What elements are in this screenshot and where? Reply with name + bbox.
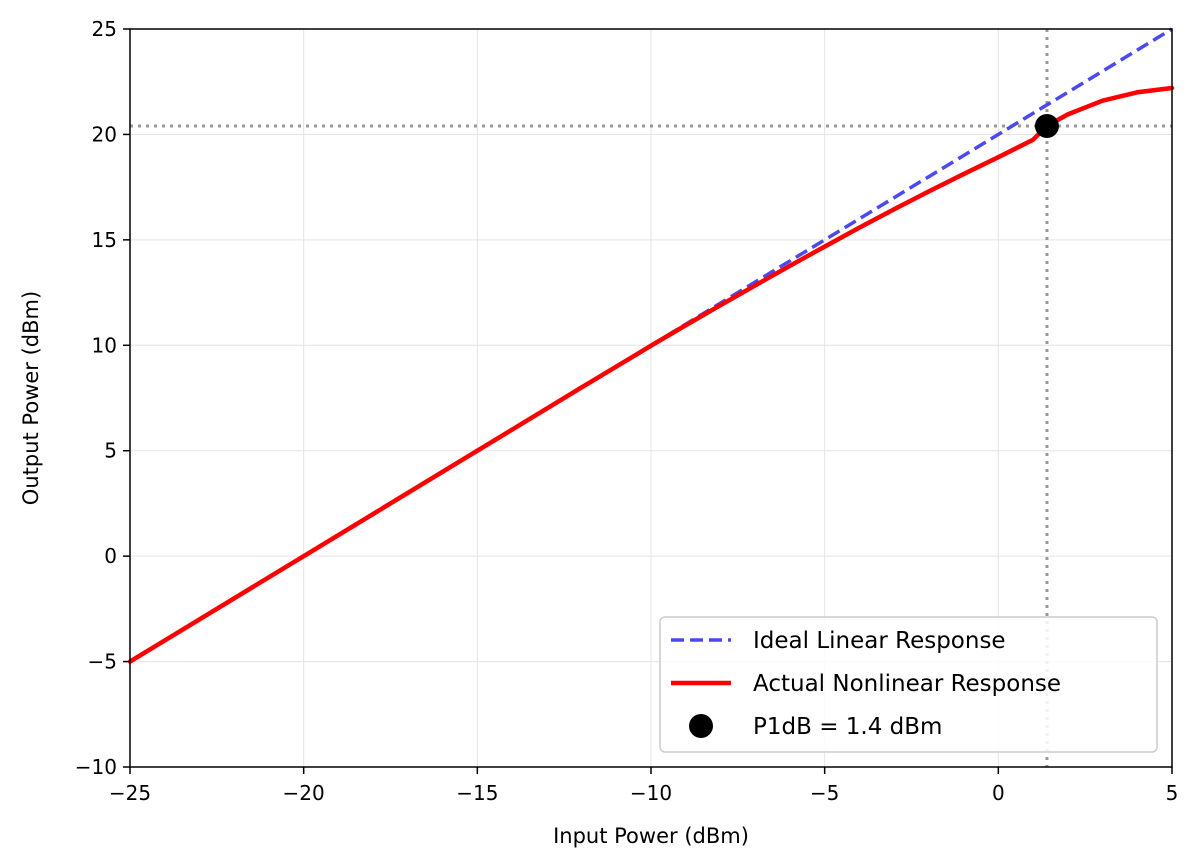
- actual-nonlinear-line: [127, 85, 1175, 664]
- x-tick-label: 0: [992, 781, 1005, 805]
- legend: Ideal Linear Response Actual Nonlinear Re…: [659, 616, 1158, 753]
- legend-actual-label: Actual Nonlinear Response: [753, 671, 1061, 697]
- p1db-marker: [1034, 113, 1059, 138]
- series-group: [127, 27, 1175, 664]
- y-tick-label: 20: [92, 122, 117, 146]
- y-tick-label: 15: [92, 228, 117, 252]
- x-axis-label: Input Power (dBm): [553, 824, 749, 848]
- y-tick-label: 0: [104, 544, 117, 568]
- x-tick-label: 5: [1166, 781, 1179, 805]
- legend-p1db-label: P1dB = 1.4 dBm: [753, 714, 942, 740]
- reference-lines: [130, 29, 1172, 767]
- legend-p1db-swatch: [689, 714, 713, 738]
- y-tick-label: 25: [92, 17, 117, 41]
- x-tick-label: −10: [630, 781, 672, 805]
- x-tick-label: −5: [810, 781, 839, 805]
- x-tick-label: −20: [283, 781, 325, 805]
- y-tick-label: −5: [88, 650, 117, 674]
- x-tick-label: −25: [109, 781, 151, 805]
- y-tick-label: 10: [92, 333, 117, 357]
- legend-box: [659, 616, 1158, 753]
- y-tick-label: 5: [104, 439, 117, 463]
- x-tick-label: −15: [456, 781, 498, 805]
- legend-ideal-label: Ideal Linear Response: [753, 628, 1006, 654]
- y-axis-label: Output Power (dBm): [19, 291, 43, 505]
- y-tick-label: −10: [75, 755, 117, 779]
- ticks: −25 −20 −15 −10 −5 0 5 −10 −5 0 5 10 15 20 25: [75, 17, 1179, 805]
- markers: [1034, 113, 1059, 138]
